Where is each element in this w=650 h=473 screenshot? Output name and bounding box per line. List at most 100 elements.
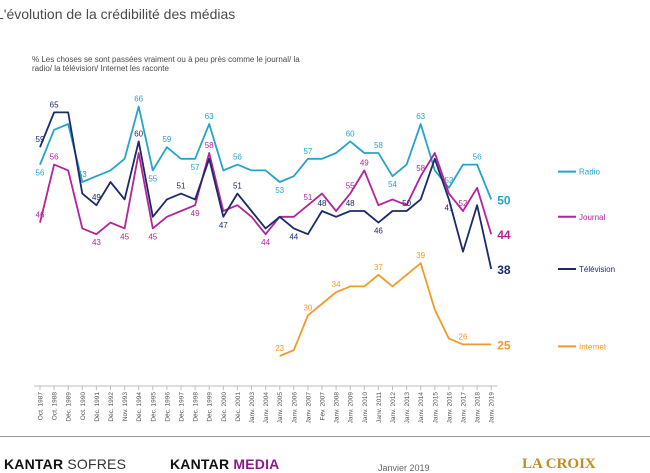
radio-series-line: [39, 105, 493, 200]
x-tick-label: Déc. 1995: [150, 392, 157, 422]
radio-data-label: 56: [473, 153, 482, 162]
journal-data-label: 55: [346, 182, 355, 191]
television-series-line: [39, 111, 493, 270]
x-tick-label: Nov. 1993: [122, 392, 129, 422]
television-data-label: 44: [289, 232, 298, 241]
x-tick-label: Déc. 2001: [235, 392, 242, 422]
x-tick-label: Janv. 2012: [390, 392, 397, 424]
journal-data-label: 51: [303, 193, 312, 202]
television-data-label: 46: [374, 227, 383, 236]
radio-data-label: 53: [78, 170, 87, 179]
chart-subtitle: % Les choses se sont passées vraiment ou…: [32, 55, 300, 73]
journal-data-label: 52: [459, 199, 468, 208]
kantar-sofres-logo-main: KANTAR: [4, 456, 64, 472]
television-data-label: 50: [402, 199, 411, 208]
x-tick-label: Déc. 2000: [221, 392, 228, 422]
radio-data-label: 56: [36, 169, 45, 178]
television-data-label: 48: [346, 199, 355, 208]
journal-end-label: 44: [497, 228, 511, 242]
television-data-label: 65: [50, 100, 59, 109]
x-tick-label: Oct. 1988: [52, 392, 59, 421]
television-data-label: 49: [92, 193, 101, 202]
kantar-sofres-logo: KANTAR SOFRES: [4, 456, 126, 472]
x-tick-label: Déc. 1999: [207, 392, 214, 422]
x-tick-label: Déc. 1991: [94, 392, 101, 422]
x-tick-label: Janv. 2015: [432, 392, 439, 424]
radio-data-label: 66: [134, 95, 143, 104]
television-data-label: 47: [219, 221, 228, 230]
radio-data-label: 56: [233, 153, 242, 162]
journal-data-label: 58: [205, 141, 214, 150]
radio-data-label: 60: [346, 129, 355, 138]
journal-data-label: 49: [360, 158, 369, 167]
journal-data-label: 44: [261, 238, 270, 247]
x-tick-label: Janv. 2008: [334, 392, 341, 424]
internet-data-label: 39: [416, 251, 425, 260]
x-tick-label: Janv. 2017: [461, 392, 468, 424]
x-tick-label: Janv. 2009: [348, 392, 355, 424]
radio-data-label: 54: [388, 180, 397, 189]
x-tick-label: Janv. 2003: [249, 392, 256, 424]
la-croix-logo: LA CROIX: [522, 456, 596, 472]
journal-data-label: 45: [148, 232, 157, 241]
x-tick-label: Déc. 1992: [108, 392, 115, 422]
x-tick-label: Janv. 2004: [263, 392, 270, 424]
x-tick-label: Déc. 1998: [193, 392, 200, 422]
x-tick-label: Oct. 1990: [80, 392, 87, 421]
radio-data-label: 57: [191, 163, 200, 172]
footer-divider: [0, 436, 650, 437]
internet-end-label: 25: [497, 338, 511, 352]
television-end-label: 38: [497, 263, 511, 277]
x-tick-label: Janv. 2014: [418, 392, 425, 424]
radio-data-label: 57: [303, 147, 312, 156]
x-tick-label: Janv. 2011: [376, 392, 383, 423]
internet-data-label: 23: [275, 344, 284, 353]
television-data-label: 48: [318, 199, 327, 208]
kantar-sofres-logo-sub: SOFRES: [67, 456, 127, 472]
television-data-label: 51: [177, 182, 186, 191]
radio-legend-label: Radio: [579, 168, 600, 177]
x-tick-label: Janv. 2018: [475, 392, 482, 424]
x-tick-label: Janv. 2010: [362, 392, 369, 424]
x-tick-label: Janv. 2019: [489, 392, 496, 424]
x-tick-label: Janv. 2006: [291, 392, 298, 424]
radio-data-label: 63: [416, 112, 425, 121]
x-tick-label: Janv. 2016: [446, 392, 453, 424]
radio-data-label: 55: [148, 174, 157, 183]
internet-data-label: 34: [332, 280, 341, 289]
kantar-media-logo-sub: MEDIA: [233, 456, 280, 472]
radio-data-label: 63: [205, 112, 214, 121]
journal-data-label: 43: [92, 238, 101, 247]
internet-data-label: 30: [303, 303, 312, 312]
internet-series-line: [279, 262, 492, 357]
internet-legend-label: Internet: [579, 342, 607, 351]
x-tick-label: Janv. 2005: [277, 392, 284, 424]
x-tick-label: Déc. 1989: [66, 392, 73, 422]
journal-series-line: [39, 152, 493, 236]
x-tick-label: Janv. 2007: [305, 392, 312, 424]
television-data-label: 60: [134, 129, 143, 138]
publication-date: Janvier 2019: [378, 463, 430, 473]
journal-legend-label: Journal: [579, 213, 605, 222]
radio-data-label: 53: [275, 186, 284, 195]
kantar-media-logo: KANTAR MEDIA: [170, 456, 279, 472]
internet-data-label: 26: [459, 332, 468, 341]
journal-data-label: 46: [36, 211, 45, 220]
x-tick-label: Oct. 1987: [38, 392, 45, 421]
journal-data-label: 49: [191, 209, 200, 218]
radio-data-label: 52: [444, 176, 453, 185]
television-data-label: 59: [36, 135, 45, 144]
x-tick-label: Janv. 2013: [404, 392, 411, 424]
kantar-media-logo-main: KANTAR: [170, 456, 230, 472]
television-legend-label: Télévision: [579, 265, 615, 274]
x-tick-label: Fév. 2007: [320, 392, 327, 421]
x-tick-label: Déc. 1997: [179, 392, 186, 422]
radio-data-label: 59: [162, 135, 171, 144]
television-data-label: 51: [233, 182, 242, 191]
journal-data-label: 45: [120, 232, 129, 241]
x-tick-label: Déc. 1994: [136, 392, 143, 422]
x-tick-label: Déc. 1996: [164, 392, 171, 422]
radio-data-label: 58: [374, 141, 383, 150]
television-data-label: 41: [444, 203, 453, 212]
